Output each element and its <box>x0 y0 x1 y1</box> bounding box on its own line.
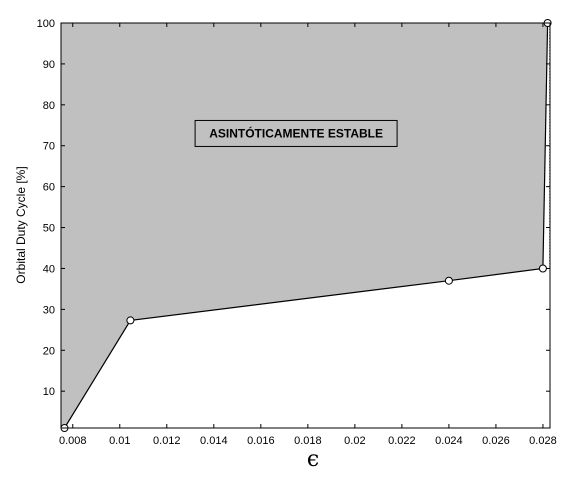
data-point-1 <box>126 316 135 325</box>
x-tick-label-4: 0.016 <box>247 435 275 447</box>
x-tick-label-0: 0.008 <box>59 435 87 447</box>
x-axis: 0.008 0.01 0.012 0.014 0.016 0.018 0.02 0.022 0.… <box>59 23 557 447</box>
data-point-3 <box>538 264 547 273</box>
annotations: ASINTÓTICAMENTE ESTABLE <box>194 119 398 147</box>
y-tick-label-6: 70 <box>43 141 55 153</box>
y-tick-label-0: 10 <box>43 386 55 398</box>
annotation-box-0 <box>194 119 398 147</box>
y-tick-label-4: 50 <box>43 223 55 235</box>
x-axis-title: ϵ <box>307 447 319 472</box>
y-tick-label-2: 30 <box>43 304 55 316</box>
x-tick-label-8: 0.024 <box>435 435 463 447</box>
y-tick-label-7: 80 <box>43 100 55 112</box>
x-tick-label-3: 0.014 <box>200 435 228 447</box>
x-tick-label-2: 0.012 <box>153 435 181 447</box>
y-tick-label-8: 90 <box>43 59 55 71</box>
x-tick-label-6: 0.02 <box>344 435 365 447</box>
x-tick-label-5: 0.018 <box>294 435 322 447</box>
y-tick-label-9: 100 <box>37 18 55 30</box>
stable-region <box>61 23 548 428</box>
annotation-label-0: ASINTÓTICAMENTE ESTABLE <box>209 125 383 140</box>
y-tick-label-1: 20 <box>43 345 55 357</box>
x-tick-label-9: 0.026 <box>482 435 510 447</box>
y-tick-label-3: 40 <box>43 263 55 275</box>
data-point-2 <box>444 276 453 285</box>
x-tick-label-7: 0.022 <box>388 435 416 447</box>
y-axis: 10 20 30 40 50 60 70 80 90 100 <box>37 18 550 398</box>
x-tick-label-10: 0.028 <box>529 435 557 447</box>
plot-frame <box>60 22 551 429</box>
y-axis-title: Orbital Duty Cycle [%] <box>14 166 28 283</box>
y-tick-label-5: 60 <box>43 182 55 194</box>
x-tick-label-1: 0.01 <box>109 435 130 447</box>
